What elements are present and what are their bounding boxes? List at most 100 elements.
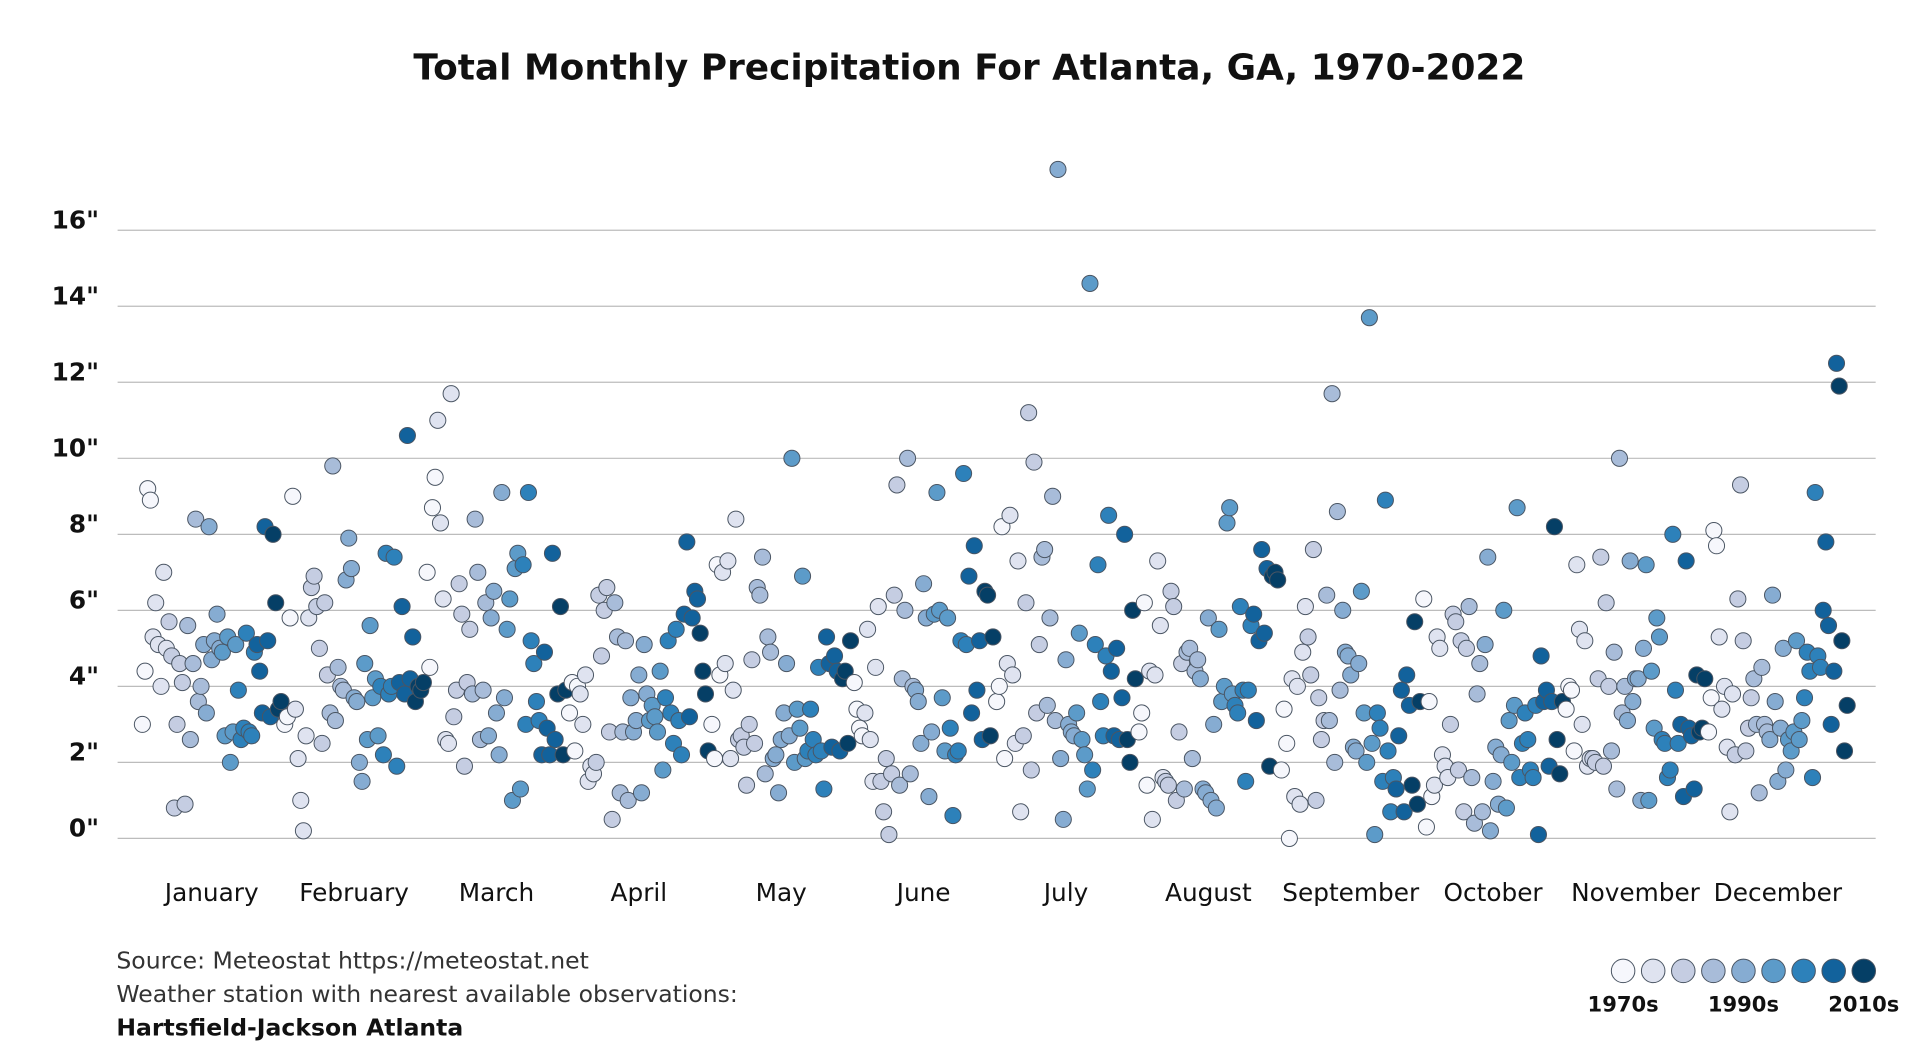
- point: [1323, 385, 1341, 403]
- point: [1803, 769, 1822, 787]
- legend-label: 1970s: [1588, 992, 1659, 1017]
- point: [1425, 776, 1443, 794]
- point: [646, 708, 664, 726]
- y-tick-label: 4": [69, 662, 99, 691]
- point: [450, 575, 468, 593]
- point: [1371, 719, 1389, 737]
- point: [1551, 765, 1569, 783]
- x-tick-label: April: [611, 878, 668, 907]
- point: [426, 468, 444, 486]
- point: [1600, 677, 1618, 695]
- point: [1817, 533, 1835, 551]
- point: [305, 567, 323, 585]
- point: [1269, 571, 1287, 589]
- point: [1835, 742, 1854, 760]
- point: [181, 731, 199, 749]
- point: [606, 594, 624, 612]
- point: [968, 681, 986, 699]
- point: [762, 643, 780, 661]
- point: [1774, 639, 1792, 657]
- point: [1731, 476, 1750, 494]
- point: [859, 620, 877, 638]
- point: [1415, 590, 1433, 608]
- point: [482, 609, 500, 627]
- x-tick-label: July: [1042, 878, 1089, 907]
- point: [1742, 689, 1760, 707]
- point: [168, 715, 186, 733]
- point: [1138, 776, 1156, 794]
- point: [474, 681, 492, 699]
- point: [1669, 734, 1687, 752]
- point: [1729, 590, 1747, 608]
- point: [259, 632, 277, 650]
- point: [1159, 776, 1177, 794]
- point: [756, 765, 774, 783]
- x-tick-label: September: [1282, 878, 1420, 907]
- point: [1022, 761, 1040, 779]
- point: [1390, 727, 1408, 745]
- point: [1642, 662, 1661, 680]
- point: [1020, 404, 1038, 422]
- point: [1237, 772, 1255, 790]
- point: [272, 693, 290, 711]
- point: [1307, 791, 1325, 809]
- point: [1503, 753, 1521, 771]
- point: [1030, 636, 1048, 654]
- point: [487, 704, 506, 722]
- point: [342, 559, 360, 578]
- legend-swatch: [1640, 958, 1666, 984]
- point: [1288, 677, 1306, 695]
- point: [1318, 586, 1336, 604]
- point: [414, 674, 432, 692]
- point: [683, 609, 701, 627]
- point: [1081, 274, 1099, 293]
- point: [227, 636, 245, 654]
- point: [197, 704, 215, 722]
- point: [1408, 795, 1426, 813]
- point: [1777, 761, 1795, 779]
- point: [1481, 822, 1499, 840]
- point: [237, 624, 255, 642]
- point: [867, 658, 885, 676]
- point: [1721, 803, 1739, 821]
- point: [1036, 540, 1054, 559]
- point: [869, 598, 887, 616]
- point: [213, 643, 231, 661]
- point: [783, 449, 801, 467]
- point: [1707, 537, 1726, 555]
- point: [1605, 643, 1623, 661]
- point: [1793, 712, 1811, 730]
- point: [525, 655, 543, 673]
- point: [688, 590, 707, 608]
- point: [1449, 761, 1467, 779]
- point: [1379, 742, 1397, 760]
- point: [1664, 525, 1682, 543]
- point: [1272, 761, 1290, 779]
- point: [1634, 639, 1653, 657]
- point: [1497, 799, 1515, 817]
- point: [1529, 826, 1547, 844]
- point: [1699, 723, 1718, 741]
- legend-swatch: [1671, 958, 1696, 984]
- point: [826, 647, 844, 665]
- point: [1734, 632, 1752, 650]
- point: [1677, 552, 1695, 570]
- point: [1532, 647, 1550, 665]
- point: [1766, 693, 1784, 711]
- point: [326, 712, 344, 730]
- point: [434, 590, 452, 608]
- legend-swatch: [1851, 958, 1877, 984]
- point: [160, 613, 178, 631]
- point: [960, 567, 978, 585]
- point: [622, 689, 640, 707]
- point: [746, 734, 764, 752]
- point: [522, 632, 540, 650]
- point: [192, 677, 210, 695]
- point: [1702, 689, 1720, 707]
- point: [928, 483, 946, 502]
- point: [1666, 681, 1685, 699]
- point: [703, 715, 721, 733]
- point: [1368, 704, 1386, 722]
- point: [1594, 757, 1613, 775]
- point: [1737, 742, 1755, 760]
